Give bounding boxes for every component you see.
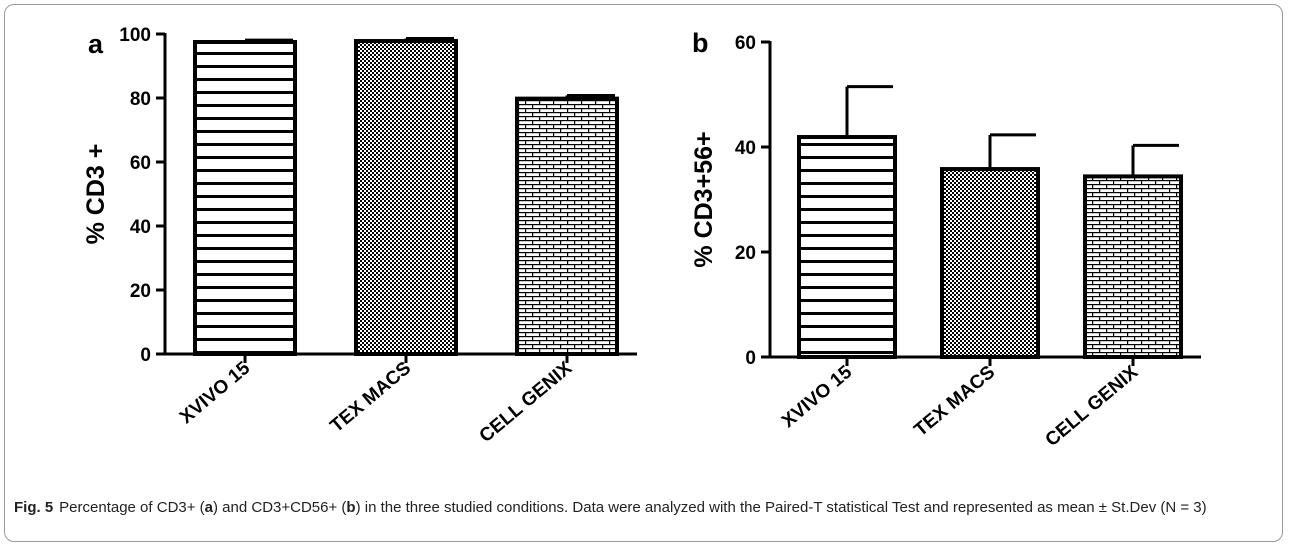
y-tick-label: 60 — [130, 153, 151, 174]
caption-text: Percentage of CD3+ (a) and CD3+CD56+ (b)… — [59, 499, 1206, 516]
y-tick-label: 20 — [735, 243, 756, 264]
y-tick-label: 0 — [745, 348, 756, 369]
x-category-label: XVIVO 15 — [778, 361, 857, 432]
chart-panel-b: b % CD3+56+ 0 20 40 60 XVIVO 15 TEX MACS CELL GE… — [690, 28, 1201, 451]
figure-frame — [4, 4, 1283, 542]
y-tick-label: 80 — [130, 89, 151, 110]
y-axis-title: % CD3+56+ — [690, 131, 718, 267]
y-axis-title: % CD3 + — [82, 144, 110, 245]
caption-part-1: a — [204, 499, 214, 516]
x-category-label: CELL GENIX — [1042, 362, 1143, 451]
panel-label-a: a — [88, 29, 104, 59]
caption-part-0: Percentage of CD3+ ( — [59, 499, 205, 516]
x-category-label: CELL GENIX — [476, 358, 577, 447]
panel-label-b: b — [692, 28, 709, 58]
y-tick-label: 0 — [140, 345, 151, 366]
y-tick-label: 100 — [119, 25, 151, 46]
caption-part-2: ) and CD3+CD56+ ( — [213, 499, 347, 516]
x-category-label: TEX MACS — [326, 358, 415, 437]
x-category-label: XVIVO 15 — [176, 357, 255, 428]
figure-caption: Fig. 5 Percentage of CD3+ (a) and CD3+CD5… — [14, 498, 1276, 518]
chart-panel-a: a % CD3 + 0 20 40 60 80 100 XVIVO 15 TEX MACS CELL… — [82, 25, 637, 447]
caption-figure-label: Fig. 5 — [14, 499, 54, 516]
bar-xvivo-15 — [797, 135, 897, 359]
caption-part-4: ) in the three studied conditions. Data … — [355, 499, 1207, 516]
y-tick-label: 20 — [130, 281, 151, 302]
y-tick-label: 60 — [735, 33, 756, 54]
y-tick-label: 40 — [735, 138, 756, 159]
bar-cell-genix — [515, 96, 619, 356]
bar-xvivo-15 — [193, 40, 297, 356]
caption-part-3: b — [346, 499, 356, 516]
x-category-label: TEX MACS — [910, 362, 999, 441]
y-tick-label: 40 — [130, 217, 151, 238]
bar-tex-macs — [940, 167, 1040, 359]
bar-tex-macs — [354, 39, 458, 356]
bar-cell-genix — [1083, 174, 1183, 359]
figure-charts: a % CD3 + 0 20 40 60 80 100 XVIVO 15 TEX MACS CELL… — [82, 25, 1201, 451]
